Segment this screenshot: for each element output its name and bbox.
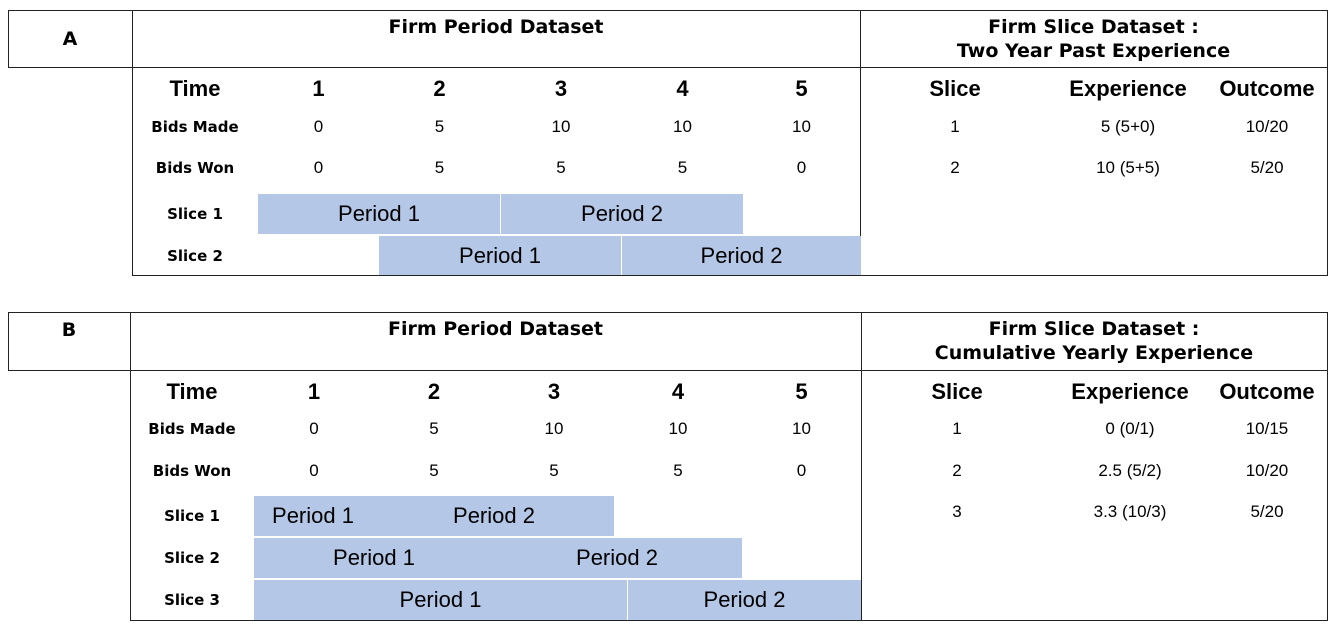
slice-cell: 2	[952, 461, 962, 480]
slice-label: Slice 1	[167, 205, 223, 223]
bids-won-value: 0	[796, 461, 807, 480]
slice-column-header: Slice	[931, 379, 983, 404]
time-header: 1	[307, 379, 321, 404]
period-1-bar: Period 1	[254, 580, 628, 620]
slice-cell: 2	[950, 158, 960, 177]
period-2-bar: Period 2	[622, 236, 861, 275]
bids-made-value: 10	[673, 117, 692, 136]
bids-made-value: 10	[792, 419, 811, 438]
period-1-bar: Period 1	[379, 236, 622, 275]
slice-dataset-title-line1: Firm Slice Dataset :	[988, 318, 1200, 340]
experience-cell: 0 (0/1)	[1105, 419, 1155, 438]
bids-won-label: Bids Won	[155, 159, 235, 177]
slice-dataset-title: Firm Slice Dataset : Cumulative Yearly E…	[861, 317, 1327, 365]
slice-cell: 3	[952, 502, 962, 521]
slice-cell: 1	[952, 419, 962, 438]
bids-made-value: 10	[551, 117, 571, 136]
slice-cell: 1	[950, 117, 960, 136]
time-header: 5	[795, 379, 808, 404]
experience-column-header: Experience	[1071, 379, 1189, 404]
outcome-column-header: Outcome	[1219, 379, 1315, 404]
bids-made-label: Bids Made	[151, 118, 239, 136]
bids-made-value: 0	[313, 117, 324, 136]
bids-made-label: Bids Made	[148, 420, 236, 438]
slice-label: Slice 1	[164, 507, 220, 525]
bids-won-value: 0	[309, 461, 319, 480]
slice-label: Slice 2	[167, 247, 223, 265]
bids-won-value: 5	[549, 461, 559, 480]
slice-label: Slice 3	[164, 591, 220, 609]
period-1-bar: Period 1	[272, 503, 354, 528]
bids-won-value: 0	[313, 158, 324, 177]
period-2-bar: Period 2	[501, 194, 743, 234]
bids-made-value: 10	[668, 419, 688, 438]
experience-cell: 10 (5+5)	[1096, 158, 1160, 177]
slice-1-bar: Period 1 Period 2	[254, 496, 614, 536]
bids-made-value: 5	[429, 419, 439, 438]
outcome-cell: 10/20	[1245, 461, 1289, 480]
slice-label: Slice 2	[164, 549, 220, 567]
slice-dataset-title-line2: Two Year Past Experience	[956, 40, 1231, 62]
period-dataset-title: Firm Period Dataset	[388, 16, 604, 38]
period-1-bar: Period 1	[333, 545, 415, 570]
bids-won-value: 5	[556, 158, 566, 177]
time-header: 3	[547, 379, 561, 404]
bids-won-value: 5	[677, 158, 688, 177]
outcome-cell: 5/20	[1250, 502, 1284, 521]
slice-column-header: Slice	[929, 76, 981, 101]
bids-made-value: 10	[792, 117, 811, 136]
time-header: 4	[671, 379, 685, 404]
slice-2-bar: Period 1 Period 2	[254, 538, 742, 578]
time-header: 2	[433, 76, 446, 101]
bids-won-value: 5	[429, 461, 439, 480]
experience-cell: 5 (5+0)	[1100, 117, 1156, 136]
time-header: 3	[554, 76, 568, 101]
slice-dataset-title: Firm Slice Dataset : Two Year Past Exper…	[860, 15, 1327, 63]
period-2-bar: Period 2	[453, 503, 535, 528]
outcome-cell: 10/20	[1245, 117, 1289, 136]
time-label: Time	[169, 76, 221, 101]
time-header: 5	[795, 76, 808, 101]
slice-dataset-title-line2: Cumulative Yearly Experience	[934, 342, 1254, 364]
period-2-bar: Period 2	[628, 580, 861, 620]
time-header: 1	[312, 76, 325, 101]
time-header: 2	[427, 379, 441, 404]
period-2-bar: Period 2	[576, 545, 658, 570]
experience-cell: 3.3 (10/3)	[1093, 502, 1167, 521]
experience-column-header: Experience	[1069, 76, 1187, 101]
bids-won-label: Bids Won	[152, 462, 232, 480]
panel-letter: B	[61, 318, 77, 341]
bids-won-value: 5	[673, 461, 683, 480]
bids-won-value: 5	[434, 158, 445, 177]
outcome-cell: 10/15	[1245, 419, 1289, 438]
bids-made-value: 5	[434, 117, 445, 136]
slice-dataset-title-line1: Firm Slice Dataset :	[988, 16, 1199, 38]
experience-cell: 2.5 (5/2)	[1098, 461, 1162, 480]
outcome-column-header: Outcome	[1219, 76, 1315, 101]
outcome-cell: 5/20	[1250, 158, 1284, 177]
time-label: Time	[166, 379, 218, 404]
bids-won-value: 0	[796, 158, 807, 177]
period-1-bar: Period 1	[258, 194, 501, 234]
period-dataset-title: Firm Period Dataset	[387, 318, 603, 340]
bids-made-value: 10	[544, 419, 564, 438]
bids-made-value: 0	[309, 419, 319, 438]
panel-letter: A	[62, 27, 78, 50]
time-header: 4	[676, 76, 689, 101]
